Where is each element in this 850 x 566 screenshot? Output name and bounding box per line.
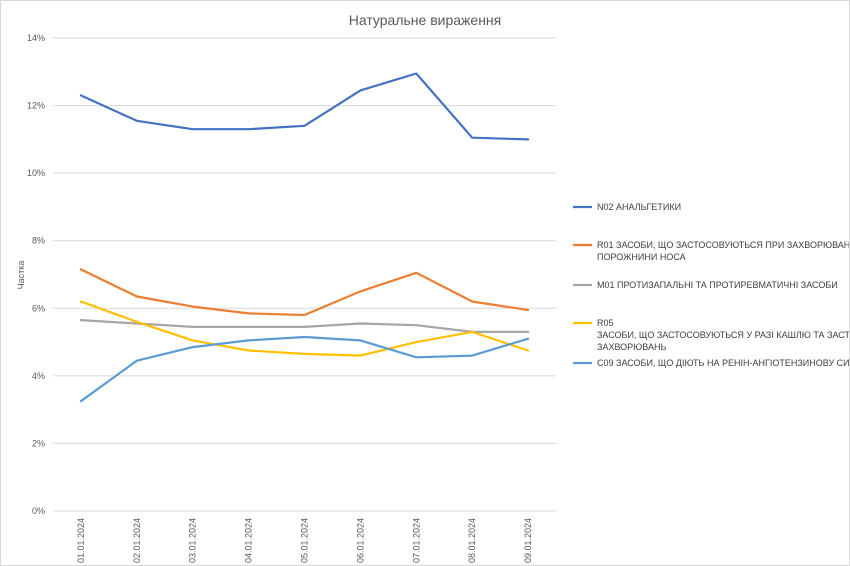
legend-label: ПОРОЖНИНИ НОСА [597,252,686,262]
chart-title: Натуральне вираження [348,12,502,28]
series-line [79,268,530,317]
y-tick-label: 8% [32,236,45,246]
x-tick-label: 09.01.2024 [523,518,533,563]
x-tick-label: 04.01.2024 [244,518,254,563]
series-line [79,335,530,403]
series-line [79,319,530,333]
series-line [79,300,530,357]
legend-label: ЗАСОБИ, ЩО ЗАСТОСОВУЮТЬСЯ У РАЗІ КАШЛЮ Т… [597,330,849,340]
legend-label: R05 [597,318,614,328]
y-tick-label: 14% [27,33,45,43]
x-tick-label: 02.01.2024 [132,518,142,563]
legend-label: M01 ПРОТИЗАПАЛЬНІ ТА ПРОТИРЕВМАТИЧНІ ЗАС… [597,280,838,290]
legend-label: C09 ЗАСОБИ, ЩО ДІЮТЬ НА РЕНІН-АНГІОТЕНЗИ… [597,358,849,368]
x-tick-label: 07.01.2024 [411,518,421,563]
y-tick-label: 4% [32,371,45,381]
y-tick-label: 6% [32,303,45,313]
x-tick-label: 06.01.2024 [355,518,365,563]
x-tick-label: 01.01.2024 [76,518,86,563]
y-tick-label: 2% [32,438,45,448]
series-line [79,72,530,141]
y-tick-label: 10% [27,168,45,178]
y-axis-title: Частка [16,261,26,290]
x-tick-label: 05.01.2024 [300,518,310,563]
y-tick-label: 12% [27,101,45,111]
x-tick-label: 03.01.2024 [188,518,198,563]
y-tick-label: 0% [32,506,45,516]
x-tick-label: 08.01.2024 [467,518,477,563]
legend-label: R01 ЗАСОБИ, ЩО ЗАСТОСОВУЮТЬСЯ ПРИ ЗАХВОР… [597,240,849,250]
legend-label: N02 АНАЛЬГЕТИКИ [597,202,681,212]
legend-label: ЗАХВОРЮВАНЬ [597,342,666,352]
